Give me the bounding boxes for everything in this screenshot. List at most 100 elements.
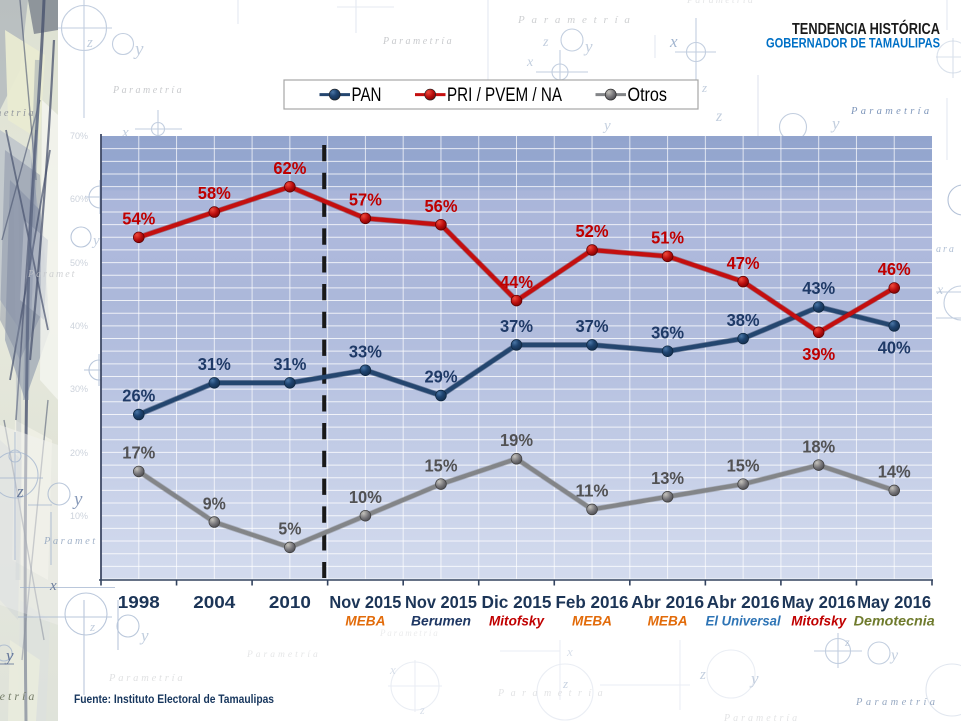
svg-text:Feb 2016: Feb 2016	[556, 592, 629, 612]
svg-text:El Universal: El Universal	[706, 613, 782, 629]
svg-text:MEBA: MEBA	[648, 613, 688, 629]
svg-text:Parametría: Parametría	[379, 628, 440, 638]
svg-text:Parametría: Parametría	[686, 0, 755, 6]
svg-text:y: y	[133, 39, 144, 60]
svg-text:Nov 2015: Nov 2015	[405, 592, 477, 612]
svg-text:Parametría: Parametría	[382, 36, 454, 47]
svg-text:Parametría: Parametría	[723, 713, 800, 721]
svg-text:37%: 37%	[500, 316, 533, 336]
svg-text:PAN: PAN	[352, 85, 382, 106]
svg-text:17%: 17%	[122, 443, 155, 463]
svg-text:14%: 14%	[878, 462, 911, 482]
svg-text:x: x	[49, 578, 57, 594]
svg-text:z: z	[86, 35, 93, 51]
svg-text:Parametría: Parametría	[497, 688, 609, 699]
svg-text:x: x	[669, 32, 678, 51]
svg-text:Parametría: Parametría	[855, 697, 938, 708]
svg-text:May 2016: May 2016	[857, 592, 931, 612]
svg-text:ametria: ametria	[0, 108, 36, 119]
svg-text:26%: 26%	[122, 386, 155, 406]
svg-text:Abr 2016: Abr 2016	[707, 592, 780, 612]
svg-text:TENDENCIA HISTÓRICA: TENDENCIA HISTÓRICA	[792, 20, 940, 38]
svg-text:54%: 54%	[122, 209, 155, 229]
svg-text:May 2016: May 2016	[782, 592, 856, 612]
svg-text:37%: 37%	[576, 316, 609, 336]
svg-text:62%: 62%	[273, 158, 306, 178]
svg-text:z: z	[699, 667, 706, 683]
svg-text:Paramet: Paramet	[27, 269, 76, 280]
svg-text:36%: 36%	[651, 322, 684, 342]
svg-text:y: y	[583, 37, 593, 56]
svg-text:Mitofsky: Mitofsky	[791, 613, 847, 629]
svg-text:z: z	[89, 619, 95, 634]
svg-text:z: z	[701, 80, 707, 95]
svg-text:29%: 29%	[425, 367, 458, 387]
svg-text:Otros: Otros	[628, 85, 668, 106]
svg-text:MEBA: MEBA	[572, 613, 612, 629]
svg-text:x: x	[936, 283, 944, 298]
svg-text:Nov 2015: Nov 2015	[329, 592, 401, 612]
svg-text:56%: 56%	[425, 196, 458, 216]
svg-text:Dic 2015: Dic 2015	[482, 592, 552, 612]
svg-text:11%: 11%	[576, 481, 609, 501]
svg-text:z: z	[419, 703, 425, 717]
svg-text:51%: 51%	[651, 228, 684, 248]
svg-text:z: z	[542, 35, 549, 50]
svg-text:Parametría: Parametría	[246, 650, 321, 660]
svg-text:52%: 52%	[576, 221, 609, 241]
svg-text:metría: metría	[0, 689, 37, 703]
svg-text:y: y	[749, 669, 759, 688]
svg-text:19%: 19%	[500, 430, 533, 450]
svg-text:y: y	[602, 118, 611, 134]
svg-text:Abr 2016: Abr 2016	[631, 592, 704, 612]
svg-text:38%: 38%	[727, 310, 760, 330]
svg-text:2010: 2010	[269, 592, 311, 612]
svg-text:15%: 15%	[727, 455, 760, 475]
svg-text:z: z	[844, 635, 850, 649]
svg-text:40%: 40%	[878, 338, 911, 358]
svg-text:y: y	[139, 626, 149, 645]
svg-text:70%: 70%	[70, 131, 88, 141]
svg-text:18%: 18%	[802, 436, 835, 456]
svg-text:x: x	[389, 662, 396, 677]
svg-text:Parametría: Parametría	[112, 85, 184, 96]
svg-text:Parametría: Parametría	[108, 673, 185, 684]
svg-text:Demotecnia: Demotecnia	[854, 613, 935, 629]
svg-text:33%: 33%	[349, 341, 382, 361]
svg-text:44%: 44%	[500, 272, 533, 292]
svg-text:y: y	[830, 114, 840, 133]
svg-text:Mitofsky: Mitofsky	[489, 613, 545, 629]
svg-text:y: y	[4, 646, 14, 665]
svg-text:30%: 30%	[70, 384, 88, 394]
svg-text:31%: 31%	[273, 354, 306, 374]
svg-text:GOBERNADOR DE TAMAULIPAS: GOBERNADOR DE TAMAULIPAS	[766, 36, 940, 51]
svg-text:58%: 58%	[198, 183, 231, 203]
svg-text:x: x	[526, 55, 534, 70]
svg-text:2004: 2004	[193, 592, 235, 612]
svg-text:46%: 46%	[878, 259, 911, 279]
svg-text:60%: 60%	[70, 194, 88, 204]
svg-text:x: x	[121, 125, 129, 141]
svg-text:5%: 5%	[278, 519, 301, 539]
svg-text:57%: 57%	[349, 190, 382, 210]
svg-text:Parametría: Parametría	[850, 106, 932, 117]
svg-text:40%: 40%	[70, 321, 88, 331]
svg-text:43%: 43%	[802, 278, 835, 298]
svg-text:10%: 10%	[349, 487, 382, 507]
svg-text:1998: 1998	[118, 592, 160, 612]
svg-text:x: x	[566, 644, 573, 659]
svg-text:15%: 15%	[425, 455, 458, 475]
svg-text:y: y	[91, 233, 100, 249]
svg-text:z: z	[16, 482, 24, 501]
svg-text:9%: 9%	[203, 493, 226, 513]
svg-text:PRI / PVEM / NA: PRI / PVEM / NA	[447, 85, 562, 106]
svg-text:39%: 39%	[802, 344, 835, 364]
svg-text:31%: 31%	[198, 354, 231, 374]
svg-text:z: z	[562, 676, 568, 691]
svg-text:z: z	[715, 108, 723, 125]
svg-text:ara: ara	[936, 244, 956, 255]
svg-text:50%: 50%	[70, 258, 88, 268]
svg-text:13%: 13%	[651, 468, 684, 488]
svg-text:20%: 20%	[70, 448, 88, 458]
svg-text:MEBA: MEBA	[345, 613, 385, 629]
